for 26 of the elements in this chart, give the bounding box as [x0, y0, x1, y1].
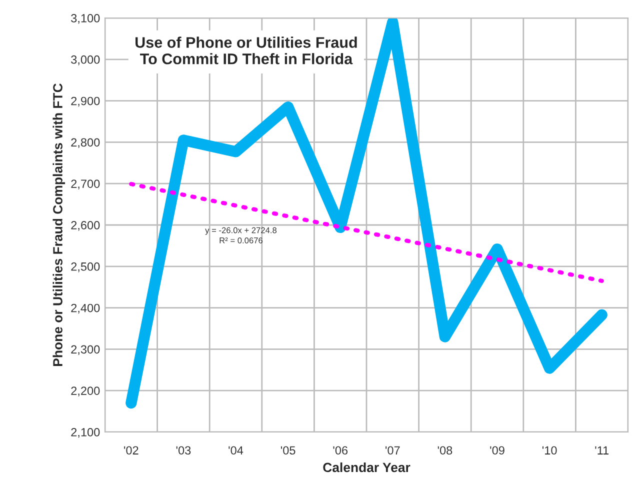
x-tick-label: '08	[438, 446, 452, 455]
y-tick-label: 2,500	[71, 262, 100, 272]
x-tick-label: '06	[333, 446, 348, 455]
y-tick-label: 3,000	[71, 55, 100, 66]
x-tick-label: '10	[542, 446, 557, 455]
x-tick-label: '11	[595, 446, 609, 454]
x-tick-label: '04	[228, 446, 244, 455]
y-tick-label: 2,700	[71, 180, 100, 190]
line-series	[129, 182, 604, 283]
y-tick-label: 2,400	[71, 304, 100, 314]
y-tick-label: 2,600	[71, 221, 100, 231]
x-axis-title: Calendar Year	[323, 462, 410, 472]
y-tick-label: 2,300	[71, 345, 100, 355]
x-tick-label: '02	[124, 446, 138, 455]
y-axis-title: Phone or Utilities Fraud Complaints with FTC	[52, 84, 66, 366]
text: Use of Phone or Utilities Fraud To Commit ID Theft in Florida	[136, 36, 357, 64]
y-tick-label: 2,800	[71, 138, 100, 148]
y-tick-label: 2,200	[71, 386, 100, 396]
x-tick-label: '07	[386, 446, 400, 455]
y-tick-label: 2,900	[71, 96, 100, 107]
y-tick-label: 3,100	[71, 14, 100, 24]
x-tick-label: '03	[176, 446, 191, 455]
x-tick-label: '09	[490, 446, 504, 455]
x-tick-label: '05	[280, 446, 296, 455]
annotation: y = -26.0x + 2724.8 R² = 0.0676	[205, 227, 277, 244]
y-tick-label: 2,100	[71, 428, 100, 438]
